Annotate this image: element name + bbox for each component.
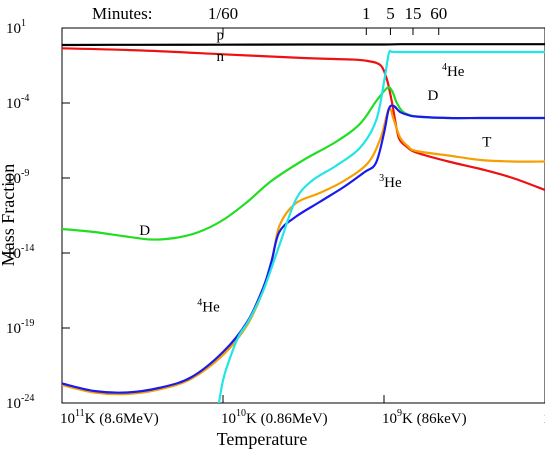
y-tick-label: 10-14 bbox=[6, 243, 34, 262]
y-axis-label: Mass Fraction bbox=[0, 164, 18, 267]
y-tick-label: 101 bbox=[6, 18, 26, 37]
x-tick-label: 1010K (0.86MeV) bbox=[221, 408, 328, 427]
y-tick-label: 10-19 bbox=[6, 318, 34, 337]
top-tick-label: 60 bbox=[430, 4, 447, 23]
label-4He-left: 4He bbox=[197, 298, 220, 316]
top-axis-ticks: 1/60 1 5 15 60 bbox=[208, 4, 447, 35]
label-3He-mid: 3He bbox=[379, 173, 402, 191]
top-tick-label: 1 bbox=[362, 4, 371, 23]
series-p-line bbox=[62, 43, 545, 47]
y-tick-label: 10-4 bbox=[6, 93, 29, 112]
y-tick-label: 10-24 bbox=[6, 393, 34, 412]
x-tick-label: 1011K (8.6MeV) bbox=[60, 408, 159, 427]
label-D-right: D bbox=[427, 88, 438, 104]
x-axis-ticks: 1011K (8.6MeV) 1010K (0.86MeV) 109K (86keV… bbox=[60, 395, 545, 427]
x-axis-label: Temperature bbox=[217, 429, 308, 449]
top-tick-label: 5 bbox=[386, 4, 395, 23]
x-tick-label: 109K (86keV) bbox=[382, 408, 467, 427]
top-axis-label: Minutes: bbox=[92, 4, 152, 23]
series-layer bbox=[62, 43, 545, 403]
y-tick-label: 10-9 bbox=[6, 168, 29, 187]
series-D-line bbox=[62, 86, 545, 241]
label-4He-right: 4He bbox=[442, 62, 465, 80]
label-T-right: T bbox=[482, 135, 491, 151]
top-tick-label: 1/60 bbox=[208, 4, 238, 23]
label-n: n bbox=[217, 49, 225, 65]
y-axis-ticks: 101 10-4 10-9 10-14 10-19 10-24 bbox=[6, 18, 70, 412]
series-T-line bbox=[62, 107, 545, 396]
series-n-line bbox=[62, 47, 545, 192]
plot-frame bbox=[61, 27, 545, 404]
label-p: p bbox=[217, 27, 225, 43]
label-D-left: D bbox=[139, 223, 150, 239]
top-tick-label: 15 bbox=[404, 4, 421, 23]
x-tick-label: 108K (8.6 bbox=[543, 408, 545, 427]
series-3He-line bbox=[62, 104, 545, 394]
series-4He-line bbox=[217, 49, 545, 403]
